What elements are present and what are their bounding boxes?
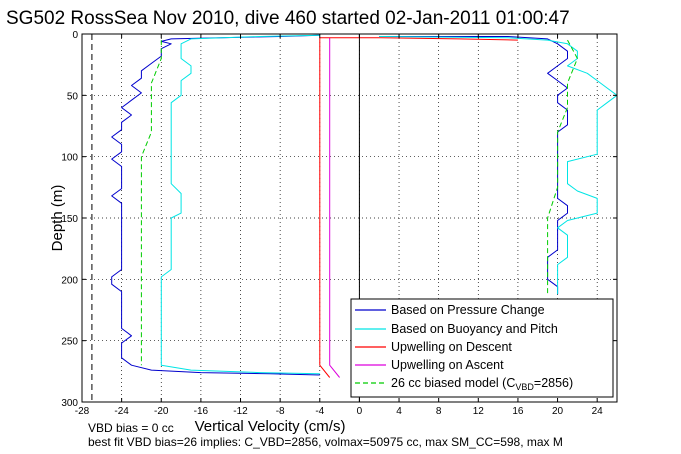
series-line-surface_spike [319,37,518,41]
x-tick-label: -24 [114,406,129,417]
x-tick-label: 4 [396,406,402,417]
legend-item-model: 26 cc biased model (CVBD=2856) [391,376,573,392]
legend-item-upwelling-ascent: Upwelling on Ascent [391,358,504,372]
x-axis-label: Vertical Velocity (cm/s) [195,418,346,435]
x-tick-label: 12 [473,406,485,417]
x-tick-label: -8 [276,406,285,417]
x-tick-label: 0 [357,406,363,417]
series-line-pressure_descent [111,34,320,376]
best-fit-note: best fit VBD bias=26 implies: C_VBD=2856… [88,435,563,449]
x-tick-label: -4 [315,406,324,417]
y-axis-label: Depth (m) [49,185,66,252]
chart-legend: Based on Pressure Change Based on Buoyan… [350,298,614,398]
legend-item-upwelling-descent: Upwelling on Descent [391,340,512,354]
series-line-upwelling_ascent [329,37,340,378]
series-line-model_ascent [547,39,578,295]
chart-title: SG502 RossSea Nov 2010, dive 460 started… [6,8,570,29]
series-line-model_descent [140,40,162,366]
series-line-buoyancy_descent [160,34,320,375]
y-tick-label: 250 [61,337,78,348]
x-tick-label: -20 [154,406,169,417]
x-tick-label: -16 [194,406,209,417]
legend-item-pressure: Based on Pressure Change [391,303,545,317]
legend-box [350,298,614,398]
plot-area: -28 -24 -20 -16 -12 -8 -4 0 4 8 12 16 20 24 0 50 100 150 2… [61,30,618,417]
vbd-bias-note: VBD bias = 0 cc [88,421,174,435]
y-tick-label: 0 [72,30,78,41]
y-tick-label: 50 [67,91,79,102]
series-line-upwelling_descent [319,37,331,378]
y-tick-label: 150 [61,214,78,225]
y-tick-label: 200 [61,275,78,286]
legend-item-buoyancy: Based on Buoyancy and Pitch [391,322,558,336]
x-tick-label: -12 [233,406,248,417]
x-tick-label: 16 [512,406,524,417]
x-tick-label: 24 [592,406,604,417]
y-tick-label: 100 [61,153,78,164]
y-tick-label: 300 [61,398,78,409]
series-line-buoyancy_ascent [379,36,618,295]
x-tick-label: 20 [552,406,564,417]
x-tick-label: 8 [436,406,442,417]
x-tick-label: -28 [75,406,90,417]
